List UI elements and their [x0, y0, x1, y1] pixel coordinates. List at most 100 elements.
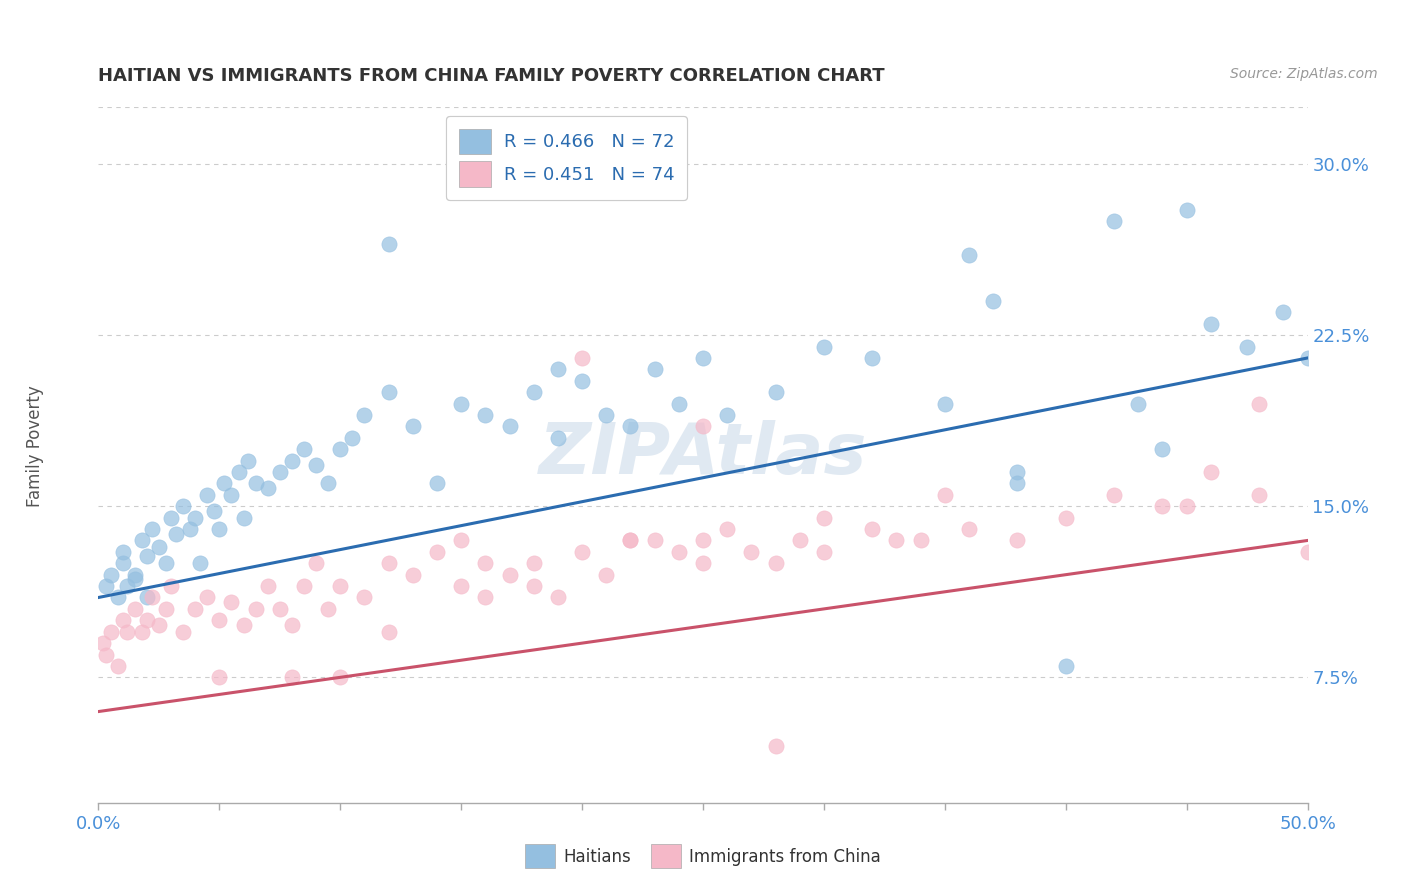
Point: [238, 453, 260, 467]
Point: [94, 648, 117, 662]
Point: [329, 442, 352, 457]
Point: [155, 556, 177, 570]
Point: [571, 351, 593, 365]
Point: [232, 510, 254, 524]
Point: [474, 556, 496, 570]
Point: [860, 522, 883, 536]
Point: [135, 613, 157, 627]
Point: [377, 385, 399, 400]
Point: [692, 419, 714, 434]
Point: [1175, 202, 1198, 217]
Point: [619, 533, 641, 548]
Text: ZIPAtlas: ZIPAtlas: [538, 420, 868, 490]
Point: [269, 602, 291, 616]
Point: [1175, 500, 1198, 514]
Point: [184, 602, 207, 616]
Point: [204, 504, 226, 518]
Point: [91, 636, 114, 650]
Point: [1296, 351, 1319, 365]
Point: [135, 591, 157, 605]
Point: [353, 591, 375, 605]
Point: [692, 351, 714, 365]
Point: [547, 362, 569, 376]
Point: [208, 522, 231, 536]
Point: [886, 533, 908, 548]
Point: [377, 624, 399, 639]
Point: [172, 500, 194, 514]
Point: [619, 419, 641, 434]
Point: [692, 533, 714, 548]
Point: [124, 572, 146, 586]
Legend: Haitians, Immigrants from China: Haitians, Immigrants from China: [519, 838, 887, 875]
Point: [135, 549, 157, 564]
Point: [1128, 396, 1150, 410]
Point: [1054, 659, 1077, 673]
Point: [813, 510, 835, 524]
Point: [100, 624, 122, 639]
Point: [571, 374, 593, 388]
Point: [256, 579, 278, 593]
Point: [184, 510, 207, 524]
Point: [342, 431, 364, 445]
Point: [107, 591, 129, 605]
Point: [547, 431, 569, 445]
Point: [1249, 396, 1271, 410]
Point: [523, 556, 546, 570]
Point: [1152, 442, 1174, 457]
Point: [155, 602, 177, 616]
Point: [1199, 317, 1222, 331]
Point: [165, 526, 187, 541]
Point: [1007, 465, 1029, 479]
Point: [523, 579, 546, 593]
Legend: R = 0.466   N = 72, R = 0.451   N = 74: R = 0.466 N = 72, R = 0.451 N = 74: [446, 116, 688, 200]
Point: [160, 510, 183, 524]
Point: [124, 567, 146, 582]
Point: [292, 442, 315, 457]
Point: [1272, 305, 1295, 319]
Point: [245, 602, 267, 616]
Point: [1102, 214, 1125, 228]
Point: [910, 533, 932, 548]
Point: [1007, 476, 1029, 491]
Point: [402, 567, 425, 582]
Point: [595, 408, 617, 422]
Point: [523, 385, 546, 400]
Point: [100, 567, 122, 582]
Point: [195, 591, 218, 605]
Point: [1152, 500, 1174, 514]
Point: [111, 545, 134, 559]
Point: [668, 396, 690, 410]
Point: [740, 545, 762, 559]
Point: [716, 408, 738, 422]
Text: HAITIAN VS IMMIGRANTS FROM CHINA FAMILY POVERTY CORRELATION CHART: HAITIAN VS IMMIGRANTS FROM CHINA FAMILY …: [98, 67, 884, 85]
Point: [316, 602, 339, 616]
Point: [131, 624, 153, 639]
Point: [245, 476, 267, 491]
Point: [474, 591, 496, 605]
Point: [571, 545, 593, 559]
Point: [1236, 340, 1258, 354]
Point: [232, 618, 254, 632]
Point: [450, 533, 472, 548]
Point: [141, 522, 163, 536]
Point: [172, 624, 194, 639]
Point: [188, 556, 211, 570]
Point: [595, 567, 617, 582]
Point: [813, 545, 835, 559]
Point: [269, 465, 291, 479]
Point: [426, 476, 449, 491]
Point: [765, 739, 787, 753]
Point: [111, 556, 134, 570]
Point: [644, 533, 666, 548]
Point: [111, 613, 134, 627]
Point: [329, 579, 352, 593]
Point: [668, 545, 690, 559]
Point: [619, 533, 641, 548]
Point: [934, 396, 956, 410]
Point: [228, 465, 250, 479]
Text: Source: ZipAtlas.com: Source: ZipAtlas.com: [1230, 67, 1378, 81]
Point: [131, 533, 153, 548]
Point: [148, 618, 170, 632]
Point: [305, 556, 328, 570]
Point: [195, 488, 218, 502]
